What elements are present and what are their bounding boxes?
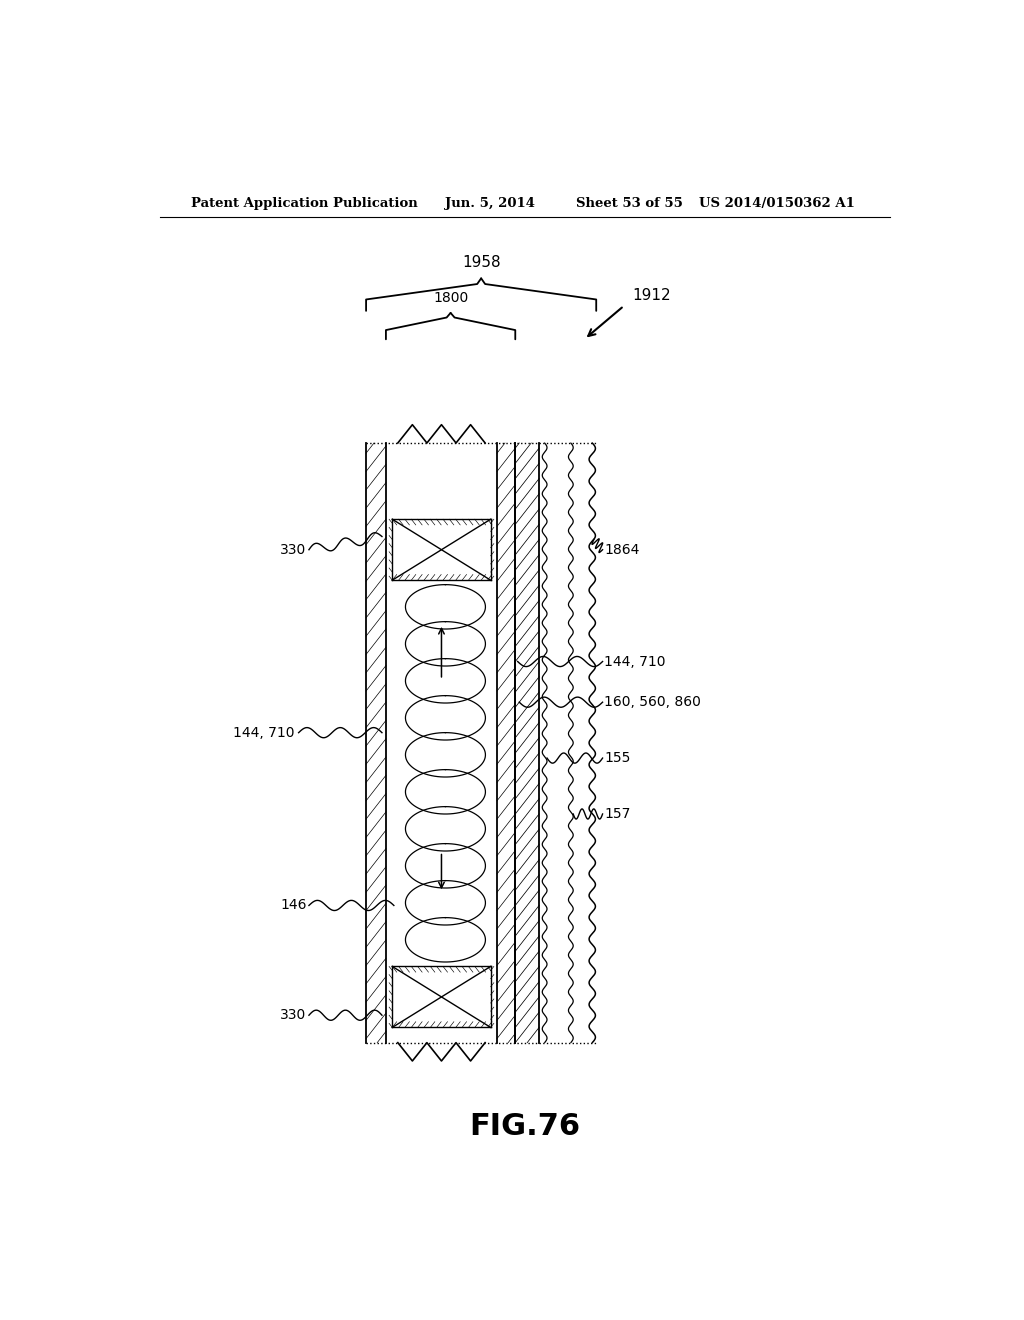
Text: 1864: 1864: [604, 543, 640, 557]
Text: 1800: 1800: [433, 290, 468, 305]
Text: FIG.76: FIG.76: [469, 1111, 581, 1140]
Text: 146: 146: [280, 899, 306, 912]
Text: Patent Application Publication: Patent Application Publication: [191, 197, 418, 210]
Text: 330: 330: [281, 1008, 306, 1022]
Text: 160, 560, 860: 160, 560, 860: [604, 696, 701, 709]
Text: Sheet 53 of 55: Sheet 53 of 55: [577, 197, 683, 210]
Text: 155: 155: [604, 751, 631, 766]
Text: 144, 710: 144, 710: [604, 655, 666, 668]
Text: 157: 157: [604, 807, 631, 821]
Text: 1912: 1912: [632, 288, 671, 304]
Text: Jun. 5, 2014: Jun. 5, 2014: [445, 197, 536, 210]
Text: 330: 330: [281, 543, 306, 557]
Text: 144, 710: 144, 710: [233, 726, 295, 739]
Text: US 2014/0150362 A1: US 2014/0150362 A1: [699, 197, 855, 210]
Text: 1958: 1958: [462, 255, 501, 271]
